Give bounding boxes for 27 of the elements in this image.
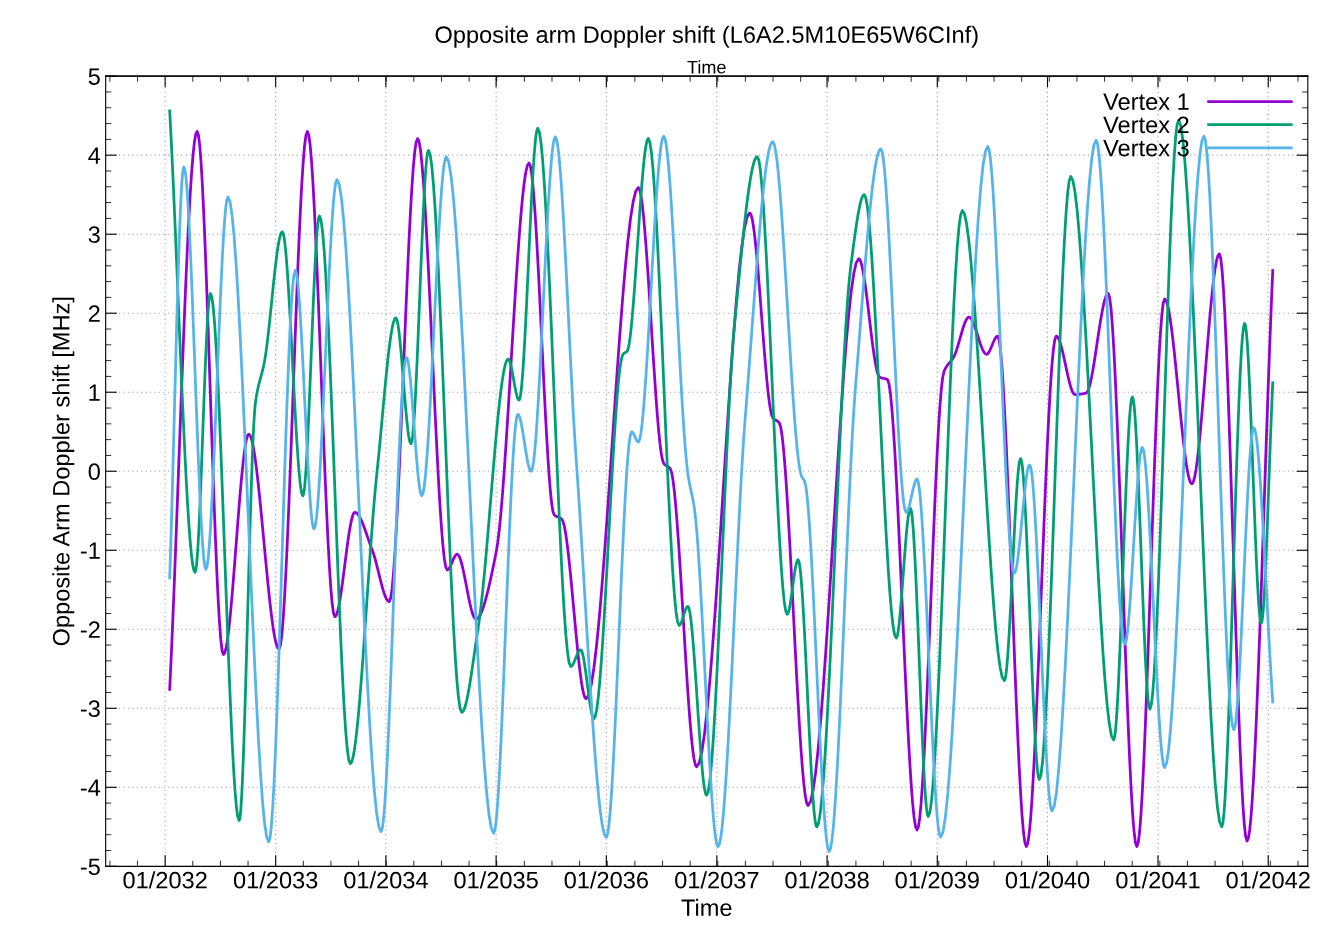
y-tick-label: 0: [88, 463, 100, 481]
x-tick-label: 01/2040: [1005, 871, 1090, 889]
y-tick-label: -1: [80, 542, 100, 559]
y-tick-label: -4: [80, 779, 101, 796]
x-tick-label: 01/2039: [895, 871, 979, 889]
x-tick-label: 01/2037: [675, 871, 759, 889]
y-tick-label: -2: [80, 621, 100, 638]
x-tick-label: 01/2042: [1226, 871, 1310, 889]
y-tick-label: 5: [88, 68, 100, 85]
y-tick-label: 2: [88, 305, 100, 322]
y-tick-label: -3: [80, 700, 100, 718]
y-tick-label: 3: [88, 226, 100, 243]
x-tick-label: 01/2033: [233, 871, 318, 889]
x-tick-label: 01/2034: [344, 871, 428, 889]
x-tick-label: 01/2036: [564, 871, 648, 889]
x2-axis-title: Time: [687, 60, 726, 74]
y-tick-label: -5: [80, 858, 100, 876]
chart-title: Opposite arm Doppler shift (L6A2.5M10E65W6CInf): [435, 25, 978, 48]
x-tick-label: 01/2032: [123, 871, 207, 889]
legend-label: Vertex 1: [1103, 93, 1189, 111]
x-tick-label: 01/2041: [1116, 871, 1200, 889]
x-tick-label: 01/2035: [454, 871, 538, 889]
x-tick-label: 01/2038: [785, 871, 869, 889]
y-axis-title: Opposite Arm Doppler shift [MHz]: [52, 297, 75, 646]
y-tick-label: 1: [89, 384, 100, 401]
x-axis-title: Time: [681, 898, 732, 917]
y-tick-label: 4: [88, 147, 101, 164]
